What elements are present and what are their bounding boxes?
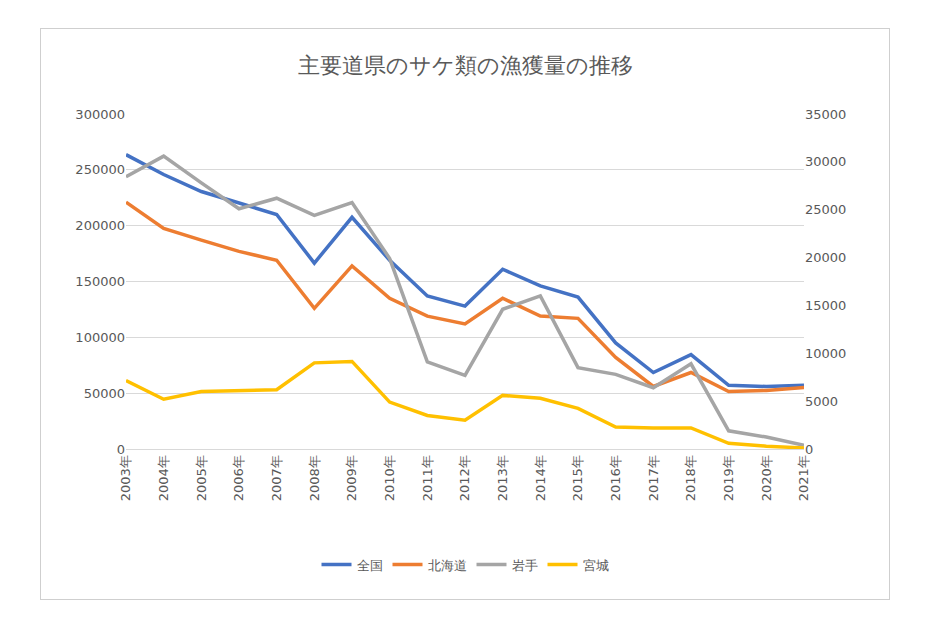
svg-text:主要道県のサケ類の漁獲量の推移: 主要道県のサケ類の漁獲量の推移 bbox=[298, 53, 633, 78]
svg-text:10000: 10000 bbox=[805, 346, 846, 361]
svg-text:2013年: 2013年 bbox=[495, 455, 510, 501]
svg-text:岩手: 岩手 bbox=[512, 558, 538, 573]
svg-text:20000: 20000 bbox=[805, 250, 846, 265]
svg-text:150000: 150000 bbox=[75, 274, 125, 289]
svg-text:宮城: 宮城 bbox=[583, 558, 609, 573]
svg-text:30000: 30000 bbox=[805, 154, 846, 169]
svg-text:300000: 300000 bbox=[75, 107, 125, 122]
svg-text:2020年: 2020年 bbox=[759, 455, 774, 501]
svg-text:2008年: 2008年 bbox=[307, 455, 322, 501]
svg-text:2021年: 2021年 bbox=[796, 455, 811, 501]
svg-text:50000: 50000 bbox=[84, 386, 125, 401]
svg-text:2014年: 2014年 bbox=[533, 455, 548, 501]
svg-text:35000: 35000 bbox=[805, 107, 846, 122]
svg-text:5000: 5000 bbox=[805, 394, 838, 409]
svg-text:250000: 250000 bbox=[75, 162, 125, 177]
svg-text:2005年: 2005年 bbox=[194, 455, 209, 501]
svg-text:2006年: 2006年 bbox=[231, 455, 246, 501]
svg-text:北海道: 北海道 bbox=[428, 558, 467, 573]
svg-text:2015年: 2015年 bbox=[570, 455, 585, 501]
svg-text:2017年: 2017年 bbox=[646, 455, 661, 501]
svg-text:15000: 15000 bbox=[805, 298, 846, 313]
svg-text:2007年: 2007年 bbox=[269, 455, 284, 501]
svg-text:0: 0 bbox=[805, 442, 813, 457]
svg-text:0: 0 bbox=[117, 442, 125, 457]
svg-text:2009年: 2009年 bbox=[344, 455, 359, 501]
svg-text:100000: 100000 bbox=[75, 330, 125, 345]
svg-text:2019年: 2019年 bbox=[721, 455, 736, 501]
svg-text:2012年: 2012年 bbox=[457, 455, 472, 501]
svg-text:2004年: 2004年 bbox=[156, 455, 171, 501]
svg-text:2003年: 2003年 bbox=[118, 455, 133, 501]
svg-text:200000: 200000 bbox=[75, 218, 125, 233]
svg-text:2018年: 2018年 bbox=[683, 455, 698, 501]
svg-text:全国: 全国 bbox=[357, 558, 383, 573]
svg-text:2010年: 2010年 bbox=[382, 455, 397, 501]
svg-text:25000: 25000 bbox=[805, 202, 846, 217]
svg-text:2011年: 2011年 bbox=[420, 455, 435, 501]
svg-text:2016年: 2016年 bbox=[608, 455, 623, 501]
